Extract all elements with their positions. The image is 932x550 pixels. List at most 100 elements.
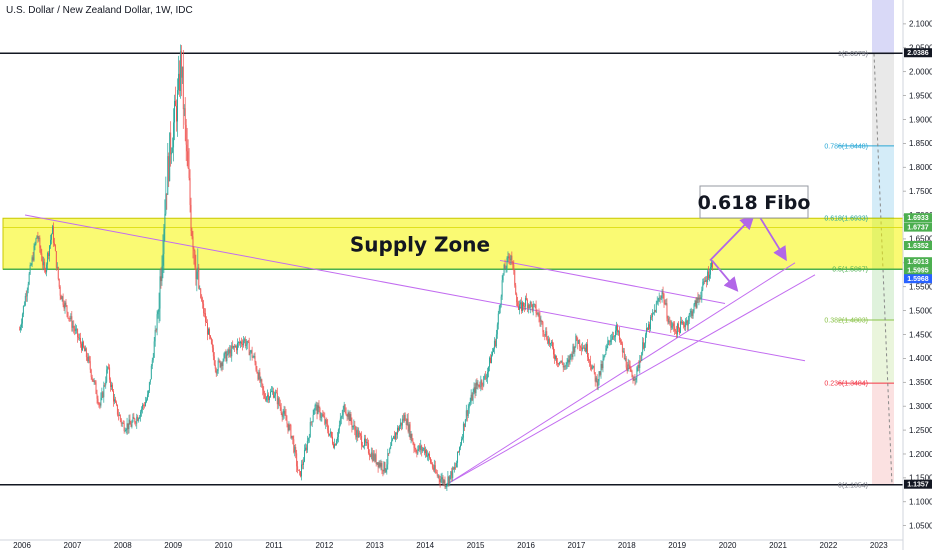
candle-body [218, 360, 220, 362]
candle-body [518, 306, 520, 311]
candle-body [401, 418, 403, 426]
candle-body [303, 461, 304, 466]
price-badge-label: 1.6013 [907, 259, 929, 266]
candle-body [433, 465, 435, 470]
candle-body [184, 108, 186, 125]
candle-body [611, 339, 613, 341]
candle-body [444, 480, 446, 488]
candle-body [467, 408, 469, 416]
candle-body [339, 418, 341, 426]
candle-body [419, 445, 421, 450]
candle-body [165, 193, 167, 214]
candle-body [405, 420, 407, 426]
candle-body [41, 253, 43, 261]
candle-body [442, 477, 444, 484]
candle-body [19, 327, 21, 330]
candle-body [651, 313, 653, 317]
candle-body [58, 278, 60, 287]
candle-body [275, 392, 277, 394]
candle-body [512, 262, 514, 265]
candle-body [608, 340, 610, 342]
candle-body [680, 321, 681, 333]
candle-body [561, 360, 563, 365]
candle-body [181, 66, 183, 78]
candle-body [395, 432, 396, 440]
candle-body [291, 435, 293, 438]
candle-body [583, 347, 585, 349]
candle-body [376, 462, 378, 465]
candle-body [413, 443, 415, 448]
candle-body [346, 415, 348, 417]
candle-body [477, 384, 479, 386]
candle-body [42, 260, 44, 266]
candle-body [124, 431, 126, 432]
fib-band [872, 269, 894, 321]
candle-body [545, 331, 547, 336]
candle-body [597, 381, 599, 387]
candle-body [677, 323, 679, 335]
projection-arrow-2 [759, 216, 787, 262]
candle-body [505, 268, 507, 269]
candle-body [282, 413, 284, 417]
candle-body [253, 356, 255, 358]
candle-body [340, 416, 342, 419]
candle-body [592, 365, 594, 367]
candle-body [65, 302, 67, 306]
candle-body [167, 156, 169, 195]
candle-body [328, 430, 330, 436]
candle-body [99, 403, 101, 406]
candle-body [379, 462, 381, 467]
candle-body [687, 320, 689, 326]
candle-body [421, 445, 423, 451]
candle-body [662, 292, 664, 294]
candle-body [683, 325, 685, 328]
candle-body [432, 467, 434, 470]
candle-body [345, 412, 347, 416]
candle-body [521, 302, 522, 311]
candle-body [609, 340, 611, 343]
candle-body [252, 357, 254, 358]
candle-body [570, 354, 572, 355]
candle-body [142, 404, 144, 410]
candle-body [669, 321, 671, 323]
candle-body [152, 357, 154, 361]
candle-body [209, 335, 211, 339]
candle-body [441, 477, 443, 480]
candle-body [530, 301, 532, 305]
candle-body [242, 340, 244, 346]
candle-body [465, 410, 467, 420]
candle-body [162, 253, 164, 266]
candle-body [133, 416, 135, 419]
candle-body [109, 367, 111, 380]
candle-body [664, 303, 666, 305]
x-tick-label: 2010 [215, 541, 233, 550]
candle-body [550, 343, 552, 345]
candle-body [558, 361, 560, 365]
candle-body [474, 387, 476, 394]
candle-body [170, 132, 172, 155]
candle-body [393, 436, 395, 439]
candle-body [633, 379, 635, 381]
candle-body [194, 250, 196, 267]
candle-body [236, 346, 238, 351]
y-tick-label: 1.3000 [909, 402, 932, 411]
candle-body [121, 423, 123, 424]
candle-body [231, 345, 233, 357]
candle-body [654, 309, 656, 313]
candle-body [587, 357, 589, 361]
candle-body [699, 297, 701, 299]
candle-body [569, 354, 571, 363]
candle-body [425, 449, 427, 454]
candle-body [457, 451, 459, 463]
candle-body [356, 429, 358, 438]
candle-body [547, 339, 549, 344]
candle-body [73, 325, 75, 329]
candle-body [577, 340, 579, 344]
fib-band [872, 145, 894, 219]
candle-body [57, 267, 59, 279]
candle-body [269, 396, 270, 401]
candle-body [264, 393, 266, 398]
candle-body [70, 316, 72, 319]
candle-body [195, 266, 197, 280]
